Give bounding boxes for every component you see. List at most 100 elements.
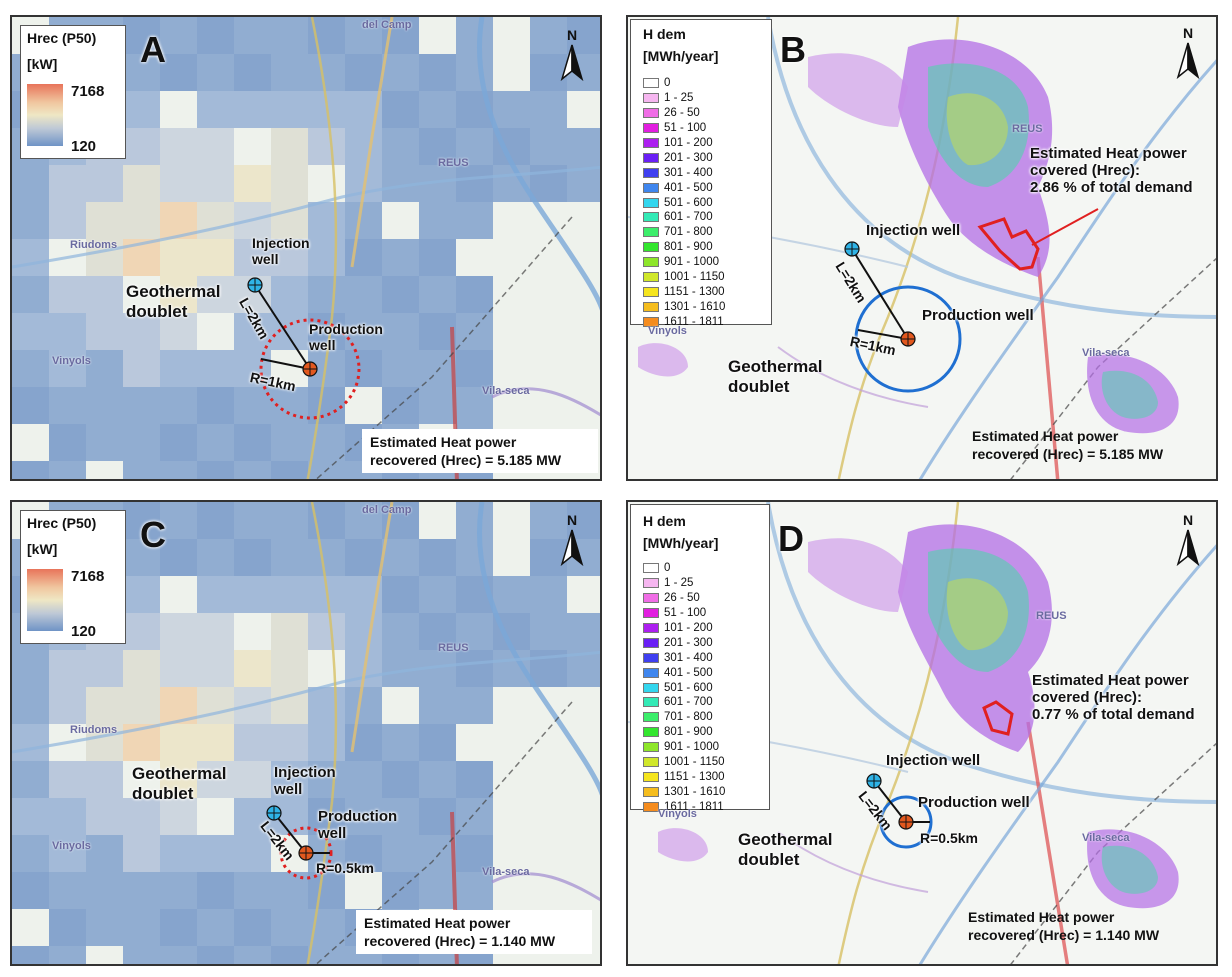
hrec-grid-cell xyxy=(49,835,86,872)
legend-swatch xyxy=(643,167,659,178)
hrec-grid-cell xyxy=(271,165,308,202)
legend-class-label: 1611 - 1811 xyxy=(664,315,724,328)
legend-swatch xyxy=(643,123,659,134)
legend-swatch xyxy=(643,108,659,119)
hrec-grid-cell xyxy=(86,424,123,461)
hrec-grid-cell xyxy=(271,276,308,313)
hrec-grid-cell xyxy=(456,350,493,387)
production-label-line2: well xyxy=(318,825,347,842)
hrec-grid-cell xyxy=(234,424,271,461)
hrec-grid-cell xyxy=(49,687,86,724)
legend-swatch xyxy=(643,138,659,148)
legend-class-1: 1 - 25 xyxy=(643,576,725,591)
hrec-grid-cell xyxy=(123,17,160,54)
hrec-grid-cell xyxy=(123,387,160,424)
hrec-grid-cell xyxy=(234,165,271,202)
legend-min: 120 xyxy=(71,623,97,640)
result-line1: Estimated Heat power xyxy=(968,909,1115,925)
hrec-grid-cell xyxy=(456,835,493,872)
legend-class-11: 801 - 900 xyxy=(643,725,725,740)
hrec-grid-cell xyxy=(271,91,308,128)
injection-well-label: Injection well xyxy=(866,222,961,239)
hrec-grid-cell xyxy=(49,761,86,798)
geo-label-line2: doublet xyxy=(728,377,790,396)
hrec-grid-cell xyxy=(271,17,308,54)
north-arrow-icon xyxy=(1176,529,1200,567)
hdem-legend: H dem [MWh/year] 0 1 - 25 26 - 50 51 - 100 1… xyxy=(630,504,770,813)
place-riudoms: Riudoms xyxy=(70,724,118,736)
hrec-grid-cell xyxy=(197,54,234,91)
legend-swatch xyxy=(643,257,659,268)
legend-class-0: 0 xyxy=(643,561,725,576)
legend-swatch xyxy=(643,152,659,163)
hrec-grid-cell xyxy=(419,54,456,91)
legend-class-0: 0 xyxy=(643,76,725,91)
hdem-legend-list: 0 1 - 25 26 - 50 51 - 100 101 - 200 201 - 300… xyxy=(643,561,725,814)
hrec-grid-cell xyxy=(86,872,123,909)
hrec-grid-cell xyxy=(86,202,123,239)
legend-swatch xyxy=(643,78,659,89)
hrec-grid-cell xyxy=(345,761,382,798)
legend-class-label: 51 - 100 xyxy=(664,607,707,620)
hrec-grid-cell xyxy=(456,202,493,239)
legend-class-4: 101 - 200 xyxy=(643,621,725,636)
hrec-grid-cell xyxy=(160,502,197,539)
hrec-grid-cell xyxy=(308,761,345,798)
hrec-grid-cell xyxy=(123,835,160,872)
place-del-camp: del Camp xyxy=(362,19,412,31)
legend-class-label: 26 - 50 xyxy=(664,592,700,605)
hrec-grid-cell xyxy=(308,239,345,276)
production-label-line1: Production xyxy=(318,808,398,825)
hrec-grid-cell xyxy=(382,724,419,761)
hrec-grid-cell xyxy=(419,539,456,576)
hrec-grid-cell xyxy=(419,613,456,650)
covered-label: Estimated Heat power covered (Hrec): 0.7… xyxy=(1032,672,1195,723)
hrec-grid-cell xyxy=(271,539,308,576)
legend-class-label: 1 - 25 xyxy=(664,577,694,590)
injection-label-line2: well xyxy=(252,251,279,267)
hrec-grid-cell xyxy=(86,909,123,946)
hrec-grid-cell xyxy=(419,128,456,165)
hrec-grid-cell xyxy=(456,128,493,165)
legend-class-12: 901 - 1000 xyxy=(643,255,725,270)
hrec-grid-cell xyxy=(12,350,49,387)
legend-swatch xyxy=(643,301,659,312)
hrec-grid-cell xyxy=(345,17,382,54)
hrec-grid-cell xyxy=(197,128,234,165)
radius-label: R=0.5km xyxy=(920,830,978,846)
hrec-grid-cell xyxy=(160,165,197,202)
hrec-grid-cell xyxy=(456,54,493,91)
hrec-grid-cell xyxy=(86,313,123,350)
hrec-grid-cell xyxy=(567,128,600,165)
hrec-grid-cell xyxy=(419,239,456,276)
hrec-grid-cell xyxy=(234,835,271,872)
legend-swatch xyxy=(643,712,659,723)
hrec-grid-cell xyxy=(86,761,123,798)
place-vila-seca: Vila-seca xyxy=(482,385,530,397)
hrec-grid-cell xyxy=(123,461,160,479)
hrec-grid-cell xyxy=(308,54,345,91)
geothermal-doublet-label: Geothermal doublet xyxy=(132,764,226,804)
result-line2: recovered (Hrec) = 5.185 MW xyxy=(972,446,1164,462)
hrec-grid-cell xyxy=(234,54,271,91)
hrec-grid-cell xyxy=(271,576,308,613)
legend-title: Hrec (P50) xyxy=(27,515,97,531)
hrec-grid-cell xyxy=(382,54,419,91)
hrec-grid-cell xyxy=(234,461,271,479)
injection-well-label: Injection well xyxy=(886,752,981,769)
hrec-grid-cell xyxy=(234,350,271,387)
north-arrow: N xyxy=(1168,25,1208,85)
legend-class-label: 1001 - 1150 xyxy=(664,271,725,284)
legend-class-label: 1151 - 1300 xyxy=(664,770,725,783)
legend-swatch xyxy=(643,742,659,753)
injection-well-label: Injection well xyxy=(252,235,310,267)
hrec-grid-cell xyxy=(197,687,234,724)
hrec-grid-cell xyxy=(456,387,493,424)
north-label: N xyxy=(566,512,578,528)
legend-class-16: 1611 - 1811 xyxy=(643,314,725,329)
hrec-grid-cell xyxy=(530,576,567,613)
hrec-grid-cell xyxy=(271,946,308,964)
hrec-grid-cell xyxy=(197,835,234,872)
hrec-grid-cell xyxy=(493,576,530,613)
hrec-grid-cell xyxy=(12,724,49,761)
